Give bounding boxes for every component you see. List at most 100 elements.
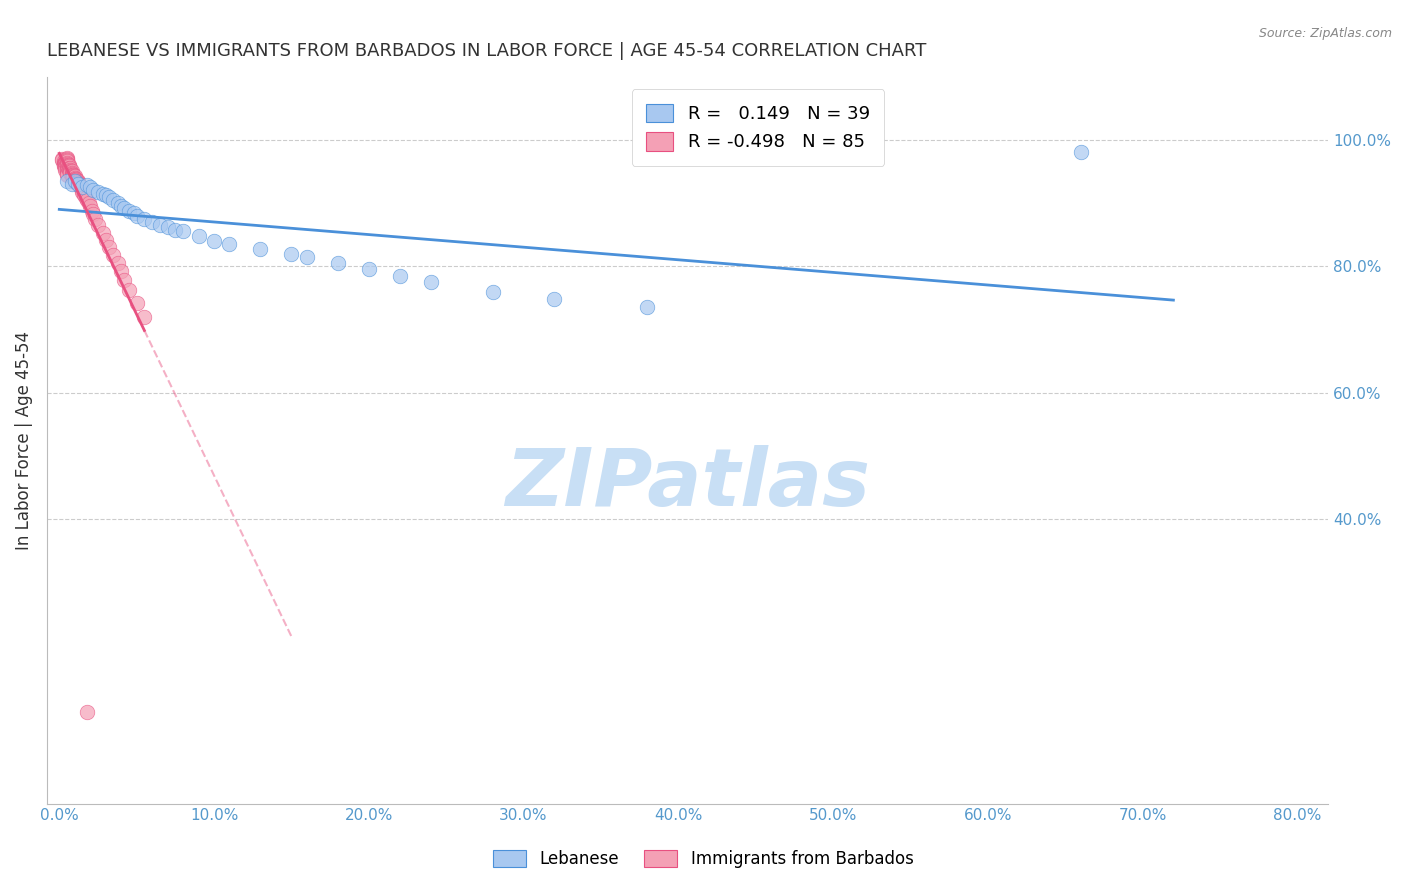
Point: [73, 188, 96, 202]
Point: [295, 250, 318, 264]
Point: [134, 310, 156, 324]
Text: LEBANESE VS IMMIGRANTS FROM BARBADOS IN LABOR FORCE | AGE 45-54 CORRELATION CHAR: LEBANESE VS IMMIGRANTS FROM BARBADOS IN …: [46, 42, 927, 60]
Point: [94, 188, 117, 202]
Point: [112, 273, 135, 287]
Point: [62, 168, 84, 182]
Point: [82, 207, 104, 221]
Point: [63, 172, 86, 186]
Point: [65, 173, 87, 187]
Point: [58, 163, 80, 178]
Point: [65, 175, 87, 189]
Point: [125, 296, 148, 310]
Point: [80, 203, 103, 218]
Point: [63, 169, 86, 184]
Point: [156, 220, 179, 235]
Point: [52, 155, 75, 169]
Point: [79, 180, 101, 194]
Point: [56, 168, 79, 182]
Point: [56, 161, 79, 176]
Point: [187, 228, 209, 243]
Point: [59, 163, 82, 178]
Point: [52, 157, 75, 171]
Point: [91, 186, 114, 201]
Point: [122, 205, 145, 219]
Point: [60, 177, 83, 191]
Point: [62, 170, 84, 185]
Text: Source: ZipAtlas.com: Source: ZipAtlas.com: [1258, 27, 1392, 40]
Legend: R =   0.149   N = 39, R = -0.498   N = 85: R = 0.149 N = 39, R = -0.498 N = 85: [631, 89, 884, 166]
Point: [59, 165, 82, 179]
Point: [94, 233, 117, 247]
Point: [56, 153, 79, 167]
Point: [118, 283, 141, 297]
Point: [67, 178, 90, 193]
Point: [67, 177, 90, 191]
Point: [72, 180, 94, 194]
Point: [66, 177, 89, 191]
Point: [83, 211, 105, 226]
Point: [56, 158, 79, 172]
Point: [66, 174, 89, 188]
Point: [51, 152, 73, 166]
Point: [60, 164, 83, 178]
Point: [481, 285, 503, 299]
Point: [70, 180, 93, 194]
Point: [60, 167, 83, 181]
Point: [56, 163, 79, 178]
Point: [56, 164, 79, 178]
Point: [91, 227, 114, 241]
Point: [97, 240, 120, 254]
Point: [52, 154, 75, 169]
Point: [103, 248, 125, 262]
Point: [82, 183, 104, 197]
Point: [75, 191, 97, 205]
Point: [103, 193, 125, 207]
Point: [51, 153, 73, 167]
Point: [76, 705, 98, 719]
Point: [77, 196, 100, 211]
Y-axis label: In Labor Force | Age 45-54: In Labor Force | Age 45-54: [15, 331, 32, 549]
Point: [63, 175, 86, 189]
Point: [73, 186, 96, 201]
Point: [55, 156, 77, 170]
Point: [56, 152, 79, 166]
Point: [118, 203, 141, 218]
Point: [419, 275, 441, 289]
Point: [165, 222, 187, 236]
Point: [62, 169, 84, 183]
Point: [149, 218, 172, 232]
Point: [76, 193, 98, 207]
Point: [87, 185, 110, 199]
Point: [55, 160, 77, 174]
Point: [218, 237, 240, 252]
Point: [60, 166, 83, 180]
Point: [58, 160, 80, 174]
Point: [280, 246, 302, 260]
Point: [56, 166, 79, 180]
Point: [72, 185, 94, 199]
Point: [1070, 145, 1092, 160]
Point: [59, 162, 82, 177]
Point: [55, 157, 77, 171]
Point: [543, 292, 565, 306]
Point: [66, 175, 89, 189]
Point: [110, 199, 132, 213]
Point: [63, 173, 86, 187]
Point: [59, 166, 82, 180]
Point: [63, 174, 86, 188]
Point: [59, 161, 82, 176]
Point: [112, 201, 135, 215]
Point: [66, 177, 89, 191]
Point: [55, 155, 77, 169]
Point: [56, 154, 79, 169]
Point: [56, 161, 79, 175]
Legend: Lebanese, Immigrants from Barbados: Lebanese, Immigrants from Barbados: [486, 843, 920, 875]
Point: [55, 162, 77, 177]
Point: [326, 256, 349, 270]
Point: [125, 209, 148, 223]
Point: [79, 199, 101, 213]
Point: [141, 215, 163, 229]
Point: [249, 242, 271, 256]
Point: [52, 158, 75, 172]
Point: [76, 178, 98, 193]
